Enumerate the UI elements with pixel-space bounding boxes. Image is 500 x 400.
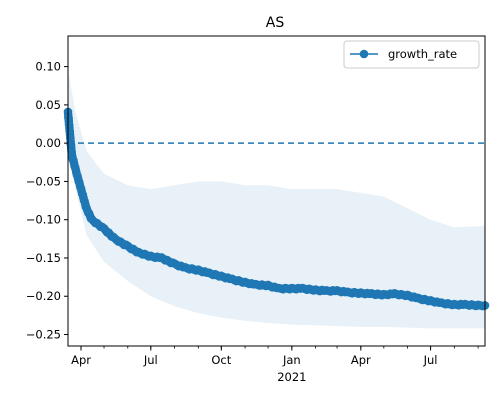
x-tick-label: Apr (71, 353, 91, 367)
x-tick-label: Jul (423, 353, 438, 367)
legend-box (343, 40, 480, 69)
legend-label: growth_rate (388, 47, 457, 61)
y-tick-label: −0.20 (26, 289, 61, 303)
x-tick-label: Jul (143, 353, 158, 367)
y-tick-label: −0.05 (26, 174, 61, 188)
legend: growth_rate (343, 40, 480, 69)
chart-title: AS (266, 15, 285, 31)
plot-frame (67, 35, 486, 347)
y-tick-label: −0.10 (26, 213, 61, 227)
y-tick-label: 0.10 (35, 60, 61, 74)
y-tick-label: 0.05 (35, 98, 61, 112)
y-tick-label: 0.00 (35, 136, 61, 150)
axes: 0.10 0.05 0.00 −0.05 −0.10 −0.15 −0.20 −0.25 Apr… (26, 35, 486, 384)
x-tick-label: Apr (351, 353, 371, 367)
x-tick-label: Oct (211, 353, 231, 367)
x-tick-year-label: 2021 (277, 370, 306, 384)
x-tick-label: Jan (282, 353, 301, 367)
y-tick-label: −0.25 (26, 328, 61, 342)
legend-marker (359, 49, 369, 59)
y-tick-label: −0.15 (26, 251, 61, 265)
